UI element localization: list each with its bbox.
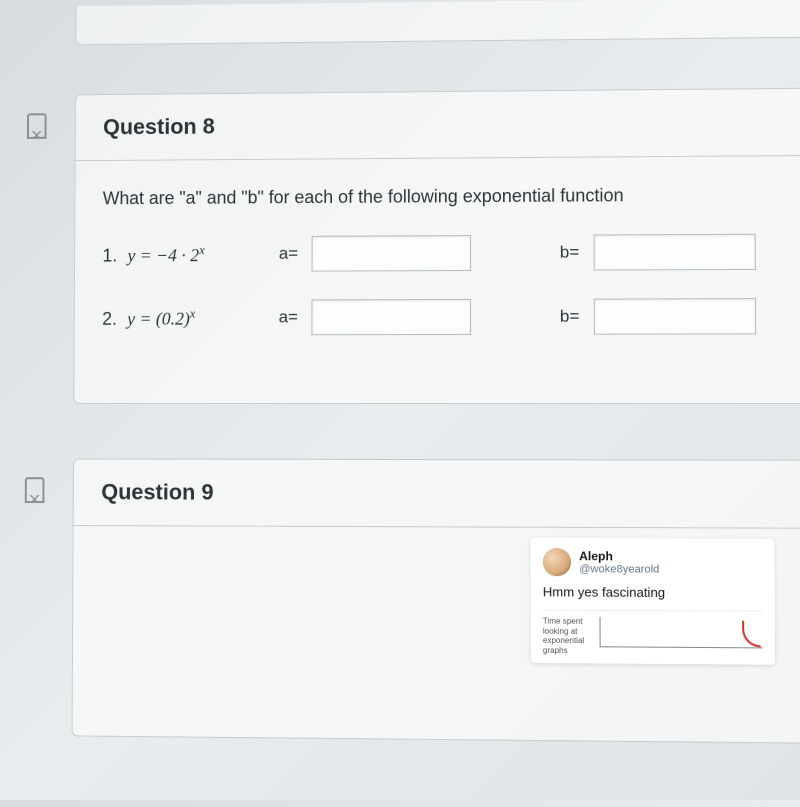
question-prompt: What are "a" and "b" for each of the fol… bbox=[103, 184, 775, 209]
answer-input-1b[interactable] bbox=[593, 234, 755, 271]
answer-input-2b[interactable] bbox=[594, 298, 756, 335]
tweet-chart: Time spent looking at exponential graphs bbox=[543, 609, 763, 656]
question-header: Question 9 bbox=[74, 459, 800, 528]
a-label: a= bbox=[279, 307, 298, 327]
previous-question-edge bbox=[75, 0, 800, 45]
equation-2: 2. y = (0.2)x bbox=[102, 306, 265, 329]
question-header: Question 8 bbox=[76, 89, 800, 161]
equation-1: 1. y = −4 · 2x bbox=[102, 243, 265, 266]
chart-plot bbox=[600, 617, 763, 649]
b-label: b= bbox=[560, 243, 580, 263]
tweet-author: Aleph bbox=[579, 549, 659, 564]
a-label: a= bbox=[279, 244, 298, 264]
embedded-tweet: Aleph @woke8yearold Hmm yes fascinating … bbox=[531, 538, 775, 665]
answer-input-1a[interactable] bbox=[312, 235, 472, 272]
tweet-text: Hmm yes fascinating bbox=[543, 584, 763, 600]
question-body: What are "a" and "b" for each of the fol… bbox=[74, 156, 800, 403]
question-8-block: Question 8 What are "a" and "b" for each… bbox=[73, 88, 800, 404]
exponential-curve bbox=[742, 621, 761, 648]
avatar bbox=[543, 548, 571, 576]
equation-row: 1. y = −4 · 2x a= b= bbox=[102, 234, 775, 273]
chart-ylabel: Time spent looking at exponential graphs bbox=[543, 617, 594, 656]
question-body: Aleph @woke8yearold Hmm yes fascinating … bbox=[73, 526, 800, 743]
tweet-handle: @woke8yearold bbox=[579, 563, 659, 576]
question-title: Question 8 bbox=[103, 109, 774, 140]
equation-row: 2. y = (0.2)x a= b= bbox=[102, 298, 775, 336]
bookmark-icon[interactable] bbox=[27, 113, 47, 139]
bookmark-icon[interactable] bbox=[25, 477, 45, 503]
question-title: Question 9 bbox=[101, 479, 776, 507]
answer-input-2a[interactable] bbox=[312, 299, 472, 335]
b-label: b= bbox=[560, 307, 580, 327]
question-9-block: Question 9 Aleph @woke8yearold Hmm yes f… bbox=[72, 458, 800, 743]
